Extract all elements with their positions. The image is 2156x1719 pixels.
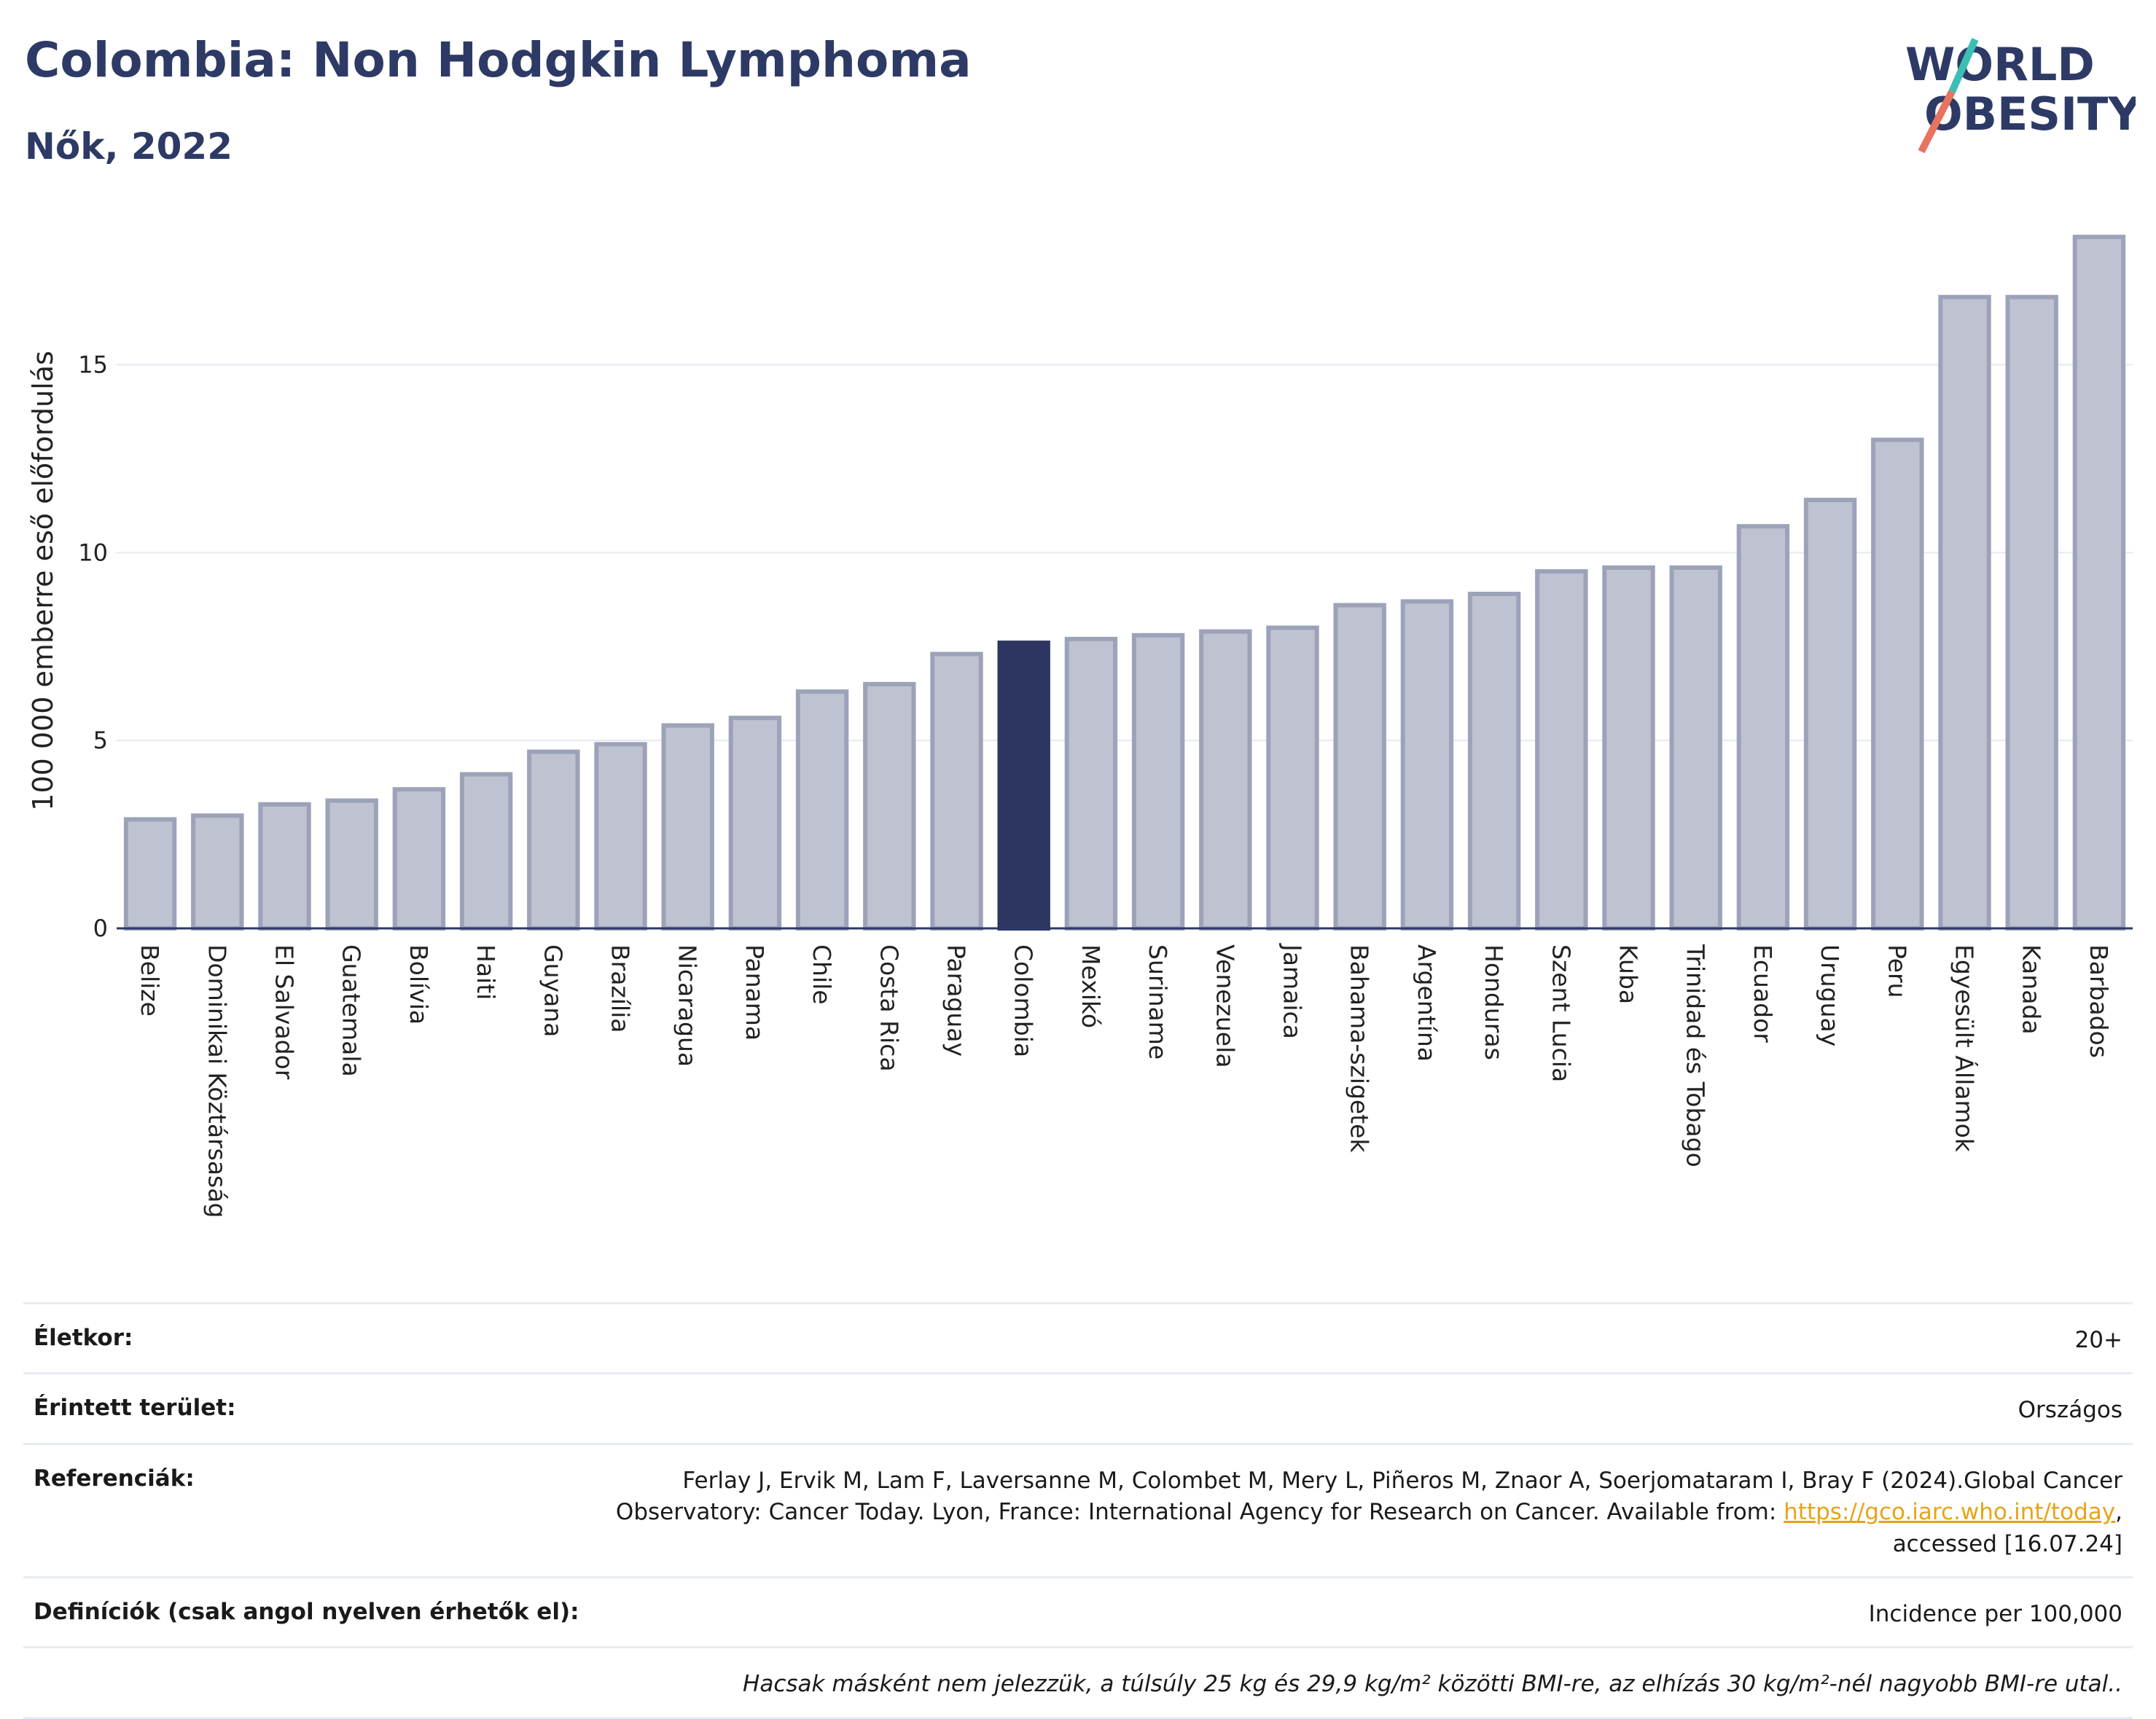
info-table: Életkor: 20+ Érintett terület: Országos …: [23, 1302, 2133, 1719]
y-tick-label: 5: [93, 727, 108, 754]
area-label: Érintett terület:: [34, 1395, 236, 1422]
x-tick-label: Guatemala: [337, 944, 366, 1077]
x-tick-label: Dominikai Köztársaság: [203, 944, 231, 1218]
bar-belize: [123, 817, 177, 931]
references-link[interactable]: https://gco.iarc.who.int/today: [1784, 1499, 2116, 1526]
x-tick-label: Costa Rica: [875, 944, 903, 1072]
bars: [123, 235, 2126, 931]
bar-paraguay: [930, 651, 983, 931]
references-accessed: , accessed [16.07.24]: [1892, 1499, 2122, 1557]
area-value: Országos: [2018, 1397, 2122, 1424]
x-tick-label: Ecuador: [1749, 944, 1777, 1043]
x-tick-label: Panama: [741, 944, 769, 1041]
x-tick-label: Bolívia: [405, 944, 433, 1025]
info-row-references: Referenciák: Ferlay J, Ervik M, Lam F, L…: [23, 1442, 2133, 1576]
age-label: Életkor:: [34, 1325, 133, 1351]
x-tick-label: Colombia: [1009, 944, 1038, 1057]
definitions-value: Incidence per 100,000: [1868, 1600, 2122, 1627]
x-axis-labels: Belize Dominikai Köztársaság El Salvador Gu…: [136, 943, 2113, 1218]
x-tick-label: Venezuela: [1211, 944, 1239, 1068]
grid-lines: [117, 364, 2133, 742]
x-tick-label: Chile: [808, 944, 836, 1005]
bar-guyana: [527, 749, 580, 931]
bar-guatemala: [325, 798, 378, 931]
footnote: Hacsak másként nem jelezzük, a túlsúly 2…: [743, 1671, 2122, 1698]
bar-uruguay: [1803, 498, 1857, 931]
bar-el-salvador: [258, 802, 311, 931]
x-tick-label: Kanada: [2018, 944, 2046, 1035]
logo-text-obesity: OBESITY: [1924, 87, 2136, 141]
references-value: Ferlay J, Ervik M, Lam F, Laversanne M, …: [534, 1465, 2122, 1560]
bar-bahama-szigetek: [1333, 603, 1386, 931]
bar-chile: [795, 689, 849, 931]
y-tick-label: 10: [78, 539, 108, 566]
info-row-definitions: Definíciók (csak angol nyelven érhetők e…: [23, 1575, 2133, 1646]
bar-venezuela: [1199, 629, 1252, 931]
bar-kanada: [2005, 294, 2058, 931]
bar-kuba: [1602, 565, 1655, 931]
bar-szent-lucia: [1535, 569, 1588, 931]
info-row-note: Hacsak másként nem jelezzük, a túlsúly 2…: [23, 1646, 2133, 1719]
bar-chart: 0 5 10 15 Belize Dominikai Köztársaság El Sal…: [27, 235, 2133, 1218]
y-tick-label: 0: [93, 915, 108, 942]
x-tick-label: Mexikó: [1077, 944, 1105, 1028]
bar-peru: [1871, 437, 1924, 931]
x-tick-label: El Salvador: [270, 944, 299, 1080]
y-tick-label: 15: [78, 351, 108, 378]
bar-bol-via: [392, 787, 446, 931]
definitions-label: Definíciók (csak angol nyelven érhetők e…: [34, 1598, 579, 1625]
bar-suriname: [1131, 633, 1185, 931]
x-tick-label: Brazília: [606, 944, 635, 1033]
bar-honduras: [1467, 592, 1521, 931]
bar-panama: [728, 716, 782, 931]
bar-colombia: [997, 641, 1050, 931]
bar-trinidad-s-tobago: [1669, 565, 1722, 931]
info-row-area: Érintett terület: Országos: [23, 1372, 2133, 1442]
references-label: Referenciák:: [34, 1465, 195, 1492]
info-row-age: Életkor: 20+: [23, 1302, 2133, 1372]
bar-braz-lia: [594, 742, 647, 931]
x-tick-label: Peru: [1883, 944, 1911, 998]
x-tick-label: Paraguay: [942, 944, 971, 1057]
world-obesity-logo: WORLD OBESITY: [1905, 37, 2136, 153]
x-tick-label: Egyesült Államok: [1950, 944, 1980, 1153]
bar-dominikai-k-zt-rsas-g: [191, 813, 244, 931]
bar-haiti: [459, 772, 513, 931]
age-value: 20+: [2074, 1327, 2122, 1353]
bar-egyes-lt-llamok: [1938, 294, 1991, 931]
x-tick-label: Jamaica: [1278, 943, 1307, 1039]
logo-slash-teal: [1948, 37, 1979, 94]
bar-costa-rica: [863, 681, 916, 931]
x-tick-label: Belize: [136, 944, 164, 1017]
x-tick-label: Argentína: [1413, 944, 1441, 1062]
bar-argent-na: [1400, 599, 1454, 931]
logo-slash-coral: [1918, 90, 1956, 153]
bar-ecuador: [1736, 524, 1790, 931]
x-tick-label: Trinidad és Tobago: [1682, 944, 1710, 1167]
bar-jamaica: [1266, 625, 1319, 931]
x-tick-label: Bahama-szigetek: [1345, 944, 1374, 1153]
references-text: Ferlay J, Ervik M, Lam F, Laversanne M, …: [615, 1467, 2122, 1526]
bar-mexik-: [1064, 636, 1118, 931]
bar-barbados: [2072, 235, 2126, 931]
x-tick-label: Suriname: [1144, 944, 1172, 1060]
x-tick-label: Kuba: [1614, 944, 1643, 1004]
logo-text-world: WORLD: [1905, 38, 2095, 91]
page-subtitle: Nők, 2022: [25, 125, 233, 168]
x-tick-label: Barbados: [2085, 944, 2113, 1058]
y-axis-ticks: 0 5 10 15: [78, 351, 108, 942]
x-tick-label: Szent Lucia: [1547, 944, 1575, 1082]
x-tick-label: Honduras: [1480, 944, 1508, 1060]
page-title: Colombia: Non Hodgkin Lymphoma: [25, 32, 972, 88]
x-tick-label: Haiti: [472, 944, 500, 1000]
x-tick-label: Uruguay: [1816, 944, 1844, 1046]
x-tick-label: Nicaragua: [673, 944, 702, 1067]
y-axis-label: 100 000 emberre eső előfordulás: [27, 351, 59, 810]
bar-nicaragua: [661, 723, 714, 931]
x-tick-label: Guyana: [539, 944, 567, 1037]
